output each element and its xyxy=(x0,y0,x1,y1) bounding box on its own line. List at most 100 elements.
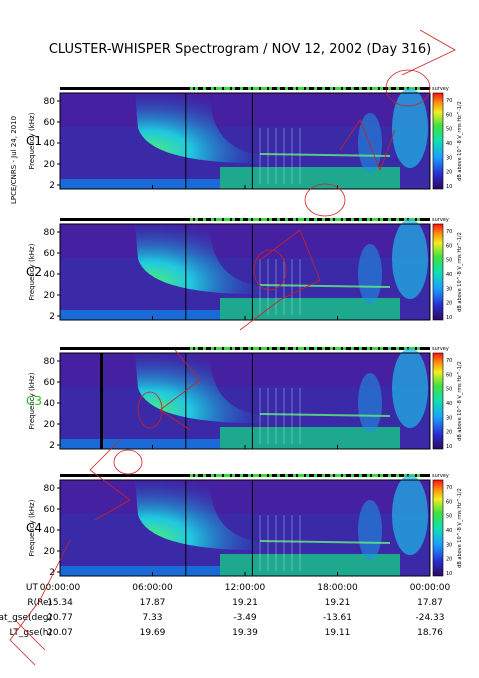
mode-bar-segment xyxy=(380,474,383,477)
mode-bar-segment xyxy=(190,87,193,90)
ephemeris-row-label: Lat_gse(deg) xyxy=(0,613,52,623)
mode-bar-segment xyxy=(301,474,304,477)
colorbar-tick-label: 60 xyxy=(446,112,452,118)
mode-bar-segment xyxy=(359,218,362,221)
ephemeris-row-label: UT xyxy=(26,583,39,593)
mode-bar-segment xyxy=(277,218,280,221)
mode-bar-segment xyxy=(351,347,354,350)
mode-tag: survey xyxy=(432,217,449,223)
mode-bar-segment xyxy=(359,474,362,477)
y-tick-label: 60 xyxy=(44,249,56,259)
mode-bar-segment xyxy=(232,87,235,90)
mode-bar-segment xyxy=(232,218,235,221)
y-tick-label: 2 xyxy=(49,441,55,451)
mode-bar-segment xyxy=(372,87,375,90)
colorbar-tick-label: 50 xyxy=(446,127,452,133)
mode-bar-segment xyxy=(367,347,370,350)
mode-bar-segment xyxy=(277,87,280,90)
mode-bar-segment xyxy=(240,474,243,477)
y-tick-label: 40 xyxy=(44,526,56,536)
mode-bar xyxy=(60,218,430,221)
y-tick-label: 60 xyxy=(44,378,56,388)
panel-c2: survey 80 60 40 20 2 Frequency (kHz)C2 70 60 50 40… xyxy=(26,217,463,322)
colorbar-tick-label: 30 xyxy=(446,155,452,161)
mode-bar-segment xyxy=(269,347,272,350)
mode-bar-segment xyxy=(203,347,206,350)
mode-bar-segment xyxy=(314,87,317,90)
mode-bar-segment xyxy=(367,218,370,221)
mode-bar-segment xyxy=(380,347,383,350)
colorbar-tick-label: 30 xyxy=(446,415,452,421)
colorbar-label: dB above 10^-8 V_rms Hz^-1/2 xyxy=(457,232,463,312)
colorbar-tick-label: 50 xyxy=(446,258,452,264)
narrowband-line xyxy=(259,153,391,157)
mode-bar-segment xyxy=(343,347,346,350)
ephemeris-value: 15.34 xyxy=(47,598,73,608)
mode-bar-segment xyxy=(298,474,301,477)
mode-bar xyxy=(60,347,430,350)
mode-bar-segment xyxy=(248,218,251,221)
mode-bar-segment xyxy=(388,87,391,90)
red-annotation-marks xyxy=(9,29,456,666)
mode-bar-segment xyxy=(256,87,259,90)
mode-bar-segment xyxy=(301,218,304,221)
mode-bar-segment xyxy=(277,347,280,350)
colorbar-tick-label: 20 xyxy=(446,430,452,436)
panel-label: C4 xyxy=(26,521,42,535)
panel-c4: survey 80 60 40 20 2 Frequency (kHz)C4 70 60 50 40… xyxy=(26,473,463,578)
y-tick-label: 20 xyxy=(44,291,56,301)
mode-bar-segment xyxy=(301,347,304,350)
mode-bar-segment xyxy=(190,347,193,350)
ephemeris-value: 00:00:00 xyxy=(40,583,81,593)
data-gap-block xyxy=(100,353,103,449)
colorbar-tick-label: 70 xyxy=(446,485,452,491)
colorbar-tick-label: 40 xyxy=(446,272,452,278)
panel-label: C3 xyxy=(26,394,42,408)
y-tick-label: 20 xyxy=(44,160,56,170)
mode-bar-segment xyxy=(322,347,325,350)
y-tick-label: 60 xyxy=(44,505,56,515)
right-emission-blob xyxy=(358,373,382,433)
mode-bar-segment xyxy=(261,347,264,350)
ephemeris-value: 06:00:00 xyxy=(132,583,173,593)
mode-bar-segment xyxy=(224,218,227,221)
mode-bar-segment xyxy=(269,474,272,477)
y-tick-label: 80 xyxy=(44,97,56,107)
colorbar-label: dB above 10^-8 V_rms Hz^-1/2 xyxy=(457,101,463,181)
mode-bar-segment xyxy=(293,87,296,90)
mode-bar-segment xyxy=(412,474,415,477)
ephemeris-value: 17.87 xyxy=(417,598,443,608)
mode-bar-segment xyxy=(195,347,198,350)
panel-c3: survey 80 60 40 20 2 Frequency (kHz)C3 70 60 50 40… xyxy=(26,346,463,451)
plasma-frequency-curve xyxy=(135,353,270,424)
mode-bar-segment xyxy=(322,218,325,221)
mode-bar-segment xyxy=(203,474,206,477)
lower-left-band xyxy=(60,179,220,189)
mode-bar-segment xyxy=(298,218,301,221)
mode-bar-segment xyxy=(375,347,378,350)
right-emission-blob xyxy=(392,348,428,428)
mode-bar-segment xyxy=(256,218,259,221)
mode-bar-segment xyxy=(388,218,391,221)
mode-bar-segment xyxy=(375,474,378,477)
mode-bar-segment xyxy=(372,218,375,221)
mode-bar-segment xyxy=(293,474,296,477)
mode-bar-segment xyxy=(417,347,420,350)
colorbar-tick-label: 30 xyxy=(446,286,452,292)
mode-bar-segment xyxy=(338,474,341,477)
y-tick-label: 40 xyxy=(44,270,56,280)
mode-bar-segment xyxy=(216,347,219,350)
y-tick-label: 2 xyxy=(49,568,55,578)
mode-bar-segment xyxy=(227,474,230,477)
colorbar-tick-label: 60 xyxy=(446,243,452,249)
right-emission-blob xyxy=(358,113,382,173)
mode-bar-segment xyxy=(396,347,399,350)
ephemeris-value: 18.76 xyxy=(417,628,443,638)
ephemeris-row-label: R(Re) xyxy=(27,598,52,608)
lower-emission-band xyxy=(220,554,400,576)
mode-bar-segment xyxy=(264,474,267,477)
right-emission-blob xyxy=(392,88,428,168)
colorbar-tick-label: 10 xyxy=(446,184,452,190)
mode-bar-segment xyxy=(314,218,317,221)
mode-bar-segment xyxy=(367,474,370,477)
